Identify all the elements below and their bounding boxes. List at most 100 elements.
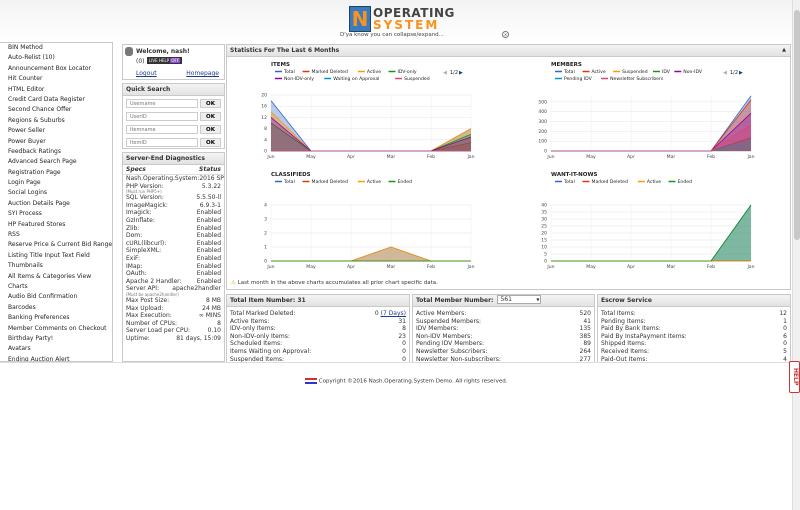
menu-item[interactable]: Listing Title Input Text Field (8, 251, 90, 259)
select-arrow: ▼ (536, 297, 540, 302)
chart-title: CLASSIFIEDS (271, 172, 311, 178)
diag-row: Max Execution: ∞ MINS (123, 312, 224, 320)
scrollbar[interactable] (792, 0, 800, 510)
menu-item[interactable]: Ending Auction Alert (8, 355, 70, 362)
info-label: Total Marked Deleted: (230, 310, 296, 317)
help-tab[interactable]: HELP (789, 361, 800, 393)
info-value-wrap: 4 (783, 356, 787, 362)
menu-item[interactable]: Power Buyer (8, 137, 46, 145)
menu-item[interactable]: All Items & Categories View (8, 272, 92, 280)
close-icon[interactable]: × (502, 31, 509, 38)
diag-row: IMap: Enabled (123, 263, 224, 271)
y-tick-label: 300 (538, 119, 547, 125)
member-select[interactable]: 561 ▼ (497, 295, 542, 304)
search-input[interactable] (126, 112, 198, 121)
diag-row: Zlib: Enabled (123, 225, 224, 233)
badge-state: OFF (170, 58, 181, 63)
search-input[interactable] (126, 99, 198, 108)
chart-title: WANT-IT-NOWS (551, 172, 598, 178)
x-tick-label: May (586, 264, 596, 270)
menu-item[interactable]: Advanced Search Page (8, 158, 77, 166)
legend-label: Marked Deleted (592, 179, 628, 185)
diag-label: Dom: (126, 232, 143, 240)
search-input[interactable] (126, 125, 198, 134)
menu-item[interactable]: BIN Method (8, 44, 43, 51)
series-area (551, 113, 751, 151)
diag-label: ImageMagick: (126, 201, 168, 209)
select-value: 561 (500, 296, 512, 303)
logout-link[interactable]: Logout (136, 70, 157, 77)
info-label: Non-IDV-only Items: (230, 332, 290, 340)
menu-item[interactable]: Social Logins (8, 189, 48, 197)
menu-item[interactable]: Banking Preferences (8, 314, 70, 322)
x-tick-label: Mar (387, 154, 396, 160)
info-label: Received Items: (601, 347, 650, 355)
info-row: Scheduled Items: 0 (227, 340, 409, 348)
menu-item[interactable]: Registration Page (8, 168, 61, 176)
x-tick-label: Jan (746, 154, 754, 160)
menu-item[interactable]: Member Comments on Checkout (8, 324, 107, 332)
series-area (271, 142, 471, 151)
menu-item[interactable]: Feedback Ratings (8, 147, 61, 155)
search-button[interactable]: OK (200, 99, 221, 108)
col-head: Status (199, 166, 221, 173)
series-area (551, 137, 751, 151)
info-row: Total Marked Deleted: 0 (7 Days) (227, 310, 409, 318)
menu-item[interactable]: Regions & Suburbs (8, 116, 65, 124)
footer-text: Copyright ©2016 Nash.Operating.System De… (318, 378, 508, 385)
menu-item[interactable]: Reserve Price & Current Bid Range (8, 241, 113, 249)
menu-item[interactable]: Birthday Party! (8, 334, 54, 342)
welcome-title: Welcome, nash! (136, 48, 190, 55)
note-text: Last month in the above charts accumulat… (237, 280, 438, 286)
info-row: Items Waiting on Approval: 0 (227, 348, 409, 356)
diag-value: Enabled (196, 224, 221, 232)
menu-item[interactable]: Thumbnails (8, 262, 43, 270)
menu-item[interactable]: Login Page (8, 179, 41, 187)
menu-item[interactable]: Charts (8, 282, 28, 290)
menu-item[interactable]: RSS (8, 231, 20, 239)
y-tick-label: 0 (264, 259, 267, 265)
info-row: Newsletter Non-subscribers: 277 (413, 356, 594, 362)
menu-item[interactable]: SYI Process (8, 210, 42, 218)
diag-row: Server API: apache2handler (123, 285, 224, 293)
live-help-badge[interactable]: LIVE HELP OFF (147, 57, 183, 64)
menu-item[interactable]: Barcodes (8, 303, 36, 311)
search-row: OK (126, 112, 221, 122)
x-tick-label: Jun (546, 154, 554, 160)
info-value: 1 (783, 317, 787, 325)
info-value: 4 (783, 355, 787, 362)
menu-item[interactable]: Auto-Relist (10) (8, 54, 55, 62)
diag-row: ImageMagick: 6.9.3-1 (123, 202, 224, 210)
diag-value: 24 MB (202, 304, 221, 312)
menu-item[interactable]: Power Seller (8, 127, 46, 135)
scroll-thumb[interactable] (794, 10, 800, 240)
menu-item[interactable]: Avatars (8, 345, 31, 353)
info-link[interactable]: (7 Days) (380, 310, 406, 317)
search-button[interactable]: OK (200, 138, 221, 147)
series-area (551, 125, 751, 151)
x-tick-label: Feb (427, 154, 435, 160)
info-row: Paid By Bank Items: 0 (598, 325, 790, 333)
diag-value: Enabled (196, 209, 221, 217)
diag-label: Apache 2 Handler: (126, 277, 182, 285)
flag (305, 378, 317, 384)
menu-item[interactable]: HP Featured Stores (8, 220, 66, 228)
info-label: Active Members: (416, 310, 467, 317)
menu-item[interactable]: Second Chance Offer (8, 106, 72, 114)
x-tick-label: Feb (427, 264, 435, 270)
info-row: Suspended Items: 0 (227, 356, 409, 362)
menu-item[interactable]: Auction Details Page (8, 199, 70, 207)
menu-item[interactable]: Hit Counter (8, 75, 43, 83)
collapse-icon[interactable]: ▲ (782, 47, 786, 53)
diag-row: SimpleXML: Enabled (123, 247, 224, 255)
menu-item[interactable]: HTML Editor (8, 85, 45, 93)
menu-item[interactable]: Announcement Box Locator (8, 64, 92, 72)
search-button[interactable]: OK (200, 125, 221, 134)
homepage-link[interactable]: Homepage (186, 70, 219, 77)
menu-item[interactable]: Audio Bid Confirmation (8, 293, 78, 301)
menu-item[interactable]: Credit Card Data Register (8, 95, 85, 103)
logo-top: OPERATING (373, 6, 455, 20)
search-input[interactable] (126, 138, 198, 147)
search-button[interactable]: OK (200, 112, 221, 121)
y-tick-label: 0 (544, 259, 547, 265)
